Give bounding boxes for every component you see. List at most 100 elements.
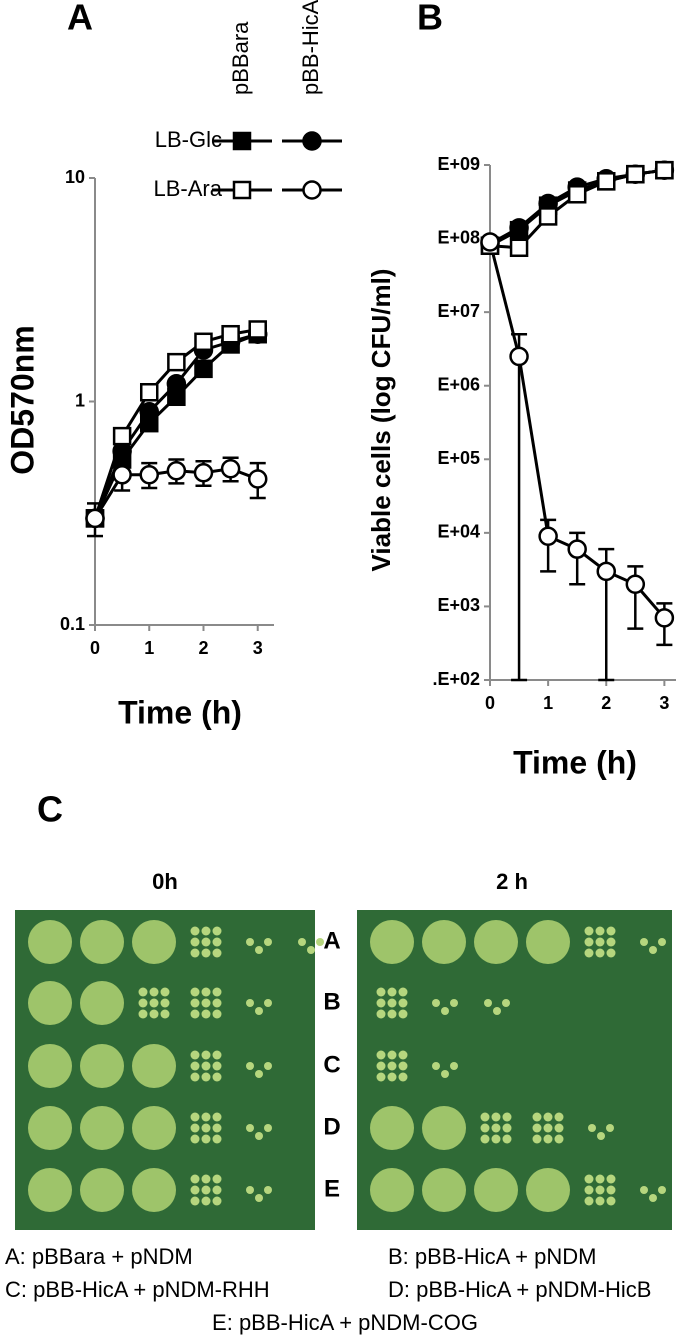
- colony: [190, 1050, 200, 1060]
- colony: [387, 1050, 397, 1060]
- colony: [246, 1186, 254, 1194]
- colony: [212, 1196, 222, 1206]
- colony: [160, 1009, 170, 1019]
- colony: [491, 1134, 501, 1144]
- colony: [502, 1112, 512, 1122]
- colony: [160, 987, 170, 997]
- colony-spot: [422, 1106, 466, 1150]
- colony: [201, 1185, 211, 1195]
- colony: [595, 937, 605, 947]
- colony: [502, 999, 510, 1007]
- colony-spot: [80, 1168, 124, 1212]
- colony: [298, 938, 306, 946]
- colony: [584, 1196, 594, 1206]
- colony: [138, 1009, 148, 1019]
- y-tick-label: 0.1: [60, 614, 85, 634]
- colony: [190, 1174, 200, 1184]
- data-point: [509, 346, 529, 367]
- legend-marker: [302, 131, 322, 151]
- row-label: C: [323, 1051, 340, 1078]
- data-point: [194, 332, 213, 352]
- y-tick-label: E+06: [437, 374, 480, 394]
- colony: [264, 999, 272, 1007]
- data-point: [625, 574, 646, 595]
- colony: [387, 998, 397, 1008]
- colony: [201, 1123, 211, 1133]
- colony: [246, 999, 254, 1007]
- colony-spot: [28, 1168, 72, 1212]
- colony: [246, 1124, 254, 1132]
- colony: [502, 1123, 512, 1133]
- caption: D: pBB-HicA + pNDM-HicB: [388, 1277, 651, 1302]
- colony-spot: [80, 981, 124, 1025]
- panel-label: B: [417, 0, 443, 38]
- colony: [201, 1134, 211, 1144]
- time-label: 2 h: [496, 869, 528, 894]
- colony: [201, 998, 211, 1008]
- caption: C: pBB-HicA + pNDM-RHH: [5, 1277, 270, 1302]
- colony: [264, 1124, 272, 1132]
- colony: [491, 1112, 501, 1122]
- colony: [212, 987, 222, 997]
- colony: [398, 1072, 408, 1082]
- colony: [606, 1174, 616, 1184]
- colony: [201, 1009, 211, 1019]
- y-tick-label: E+08: [437, 227, 480, 247]
- colony-spot: [28, 1106, 72, 1150]
- colony: [212, 998, 222, 1008]
- colony: [190, 1196, 200, 1206]
- colony: [584, 937, 594, 947]
- legend-marker: [232, 180, 252, 200]
- colony: [450, 1062, 458, 1070]
- colony: [588, 1124, 596, 1132]
- colony: [491, 1123, 501, 1133]
- colony: [376, 987, 386, 997]
- colonies: [28, 920, 666, 1212]
- colony: [201, 1196, 211, 1206]
- data-point: [480, 232, 500, 252]
- colony-spot: [28, 981, 72, 1025]
- time-label: 0h: [152, 869, 178, 894]
- colony: [138, 998, 148, 1008]
- x-tick-label: 0: [485, 693, 495, 713]
- colony: [398, 1009, 408, 1019]
- data-point: [139, 382, 159, 402]
- colony: [450, 999, 458, 1007]
- colony: [212, 1112, 222, 1122]
- colony: [190, 987, 200, 997]
- colony: [398, 1050, 408, 1060]
- colony: [255, 1132, 263, 1140]
- colony: [480, 1123, 490, 1133]
- colony: [255, 1070, 263, 1078]
- colony: [190, 1185, 200, 1195]
- colony: [376, 1072, 386, 1082]
- data-point: [654, 608, 675, 628]
- colony: [190, 998, 200, 1008]
- data-point: [248, 320, 267, 339]
- data-point: [538, 207, 558, 226]
- colony: [543, 1123, 553, 1133]
- y-tick-label: .E+02: [432, 669, 480, 689]
- legend-column: pBBara: [228, 21, 253, 95]
- colony: [201, 1072, 211, 1082]
- plate-photo: [357, 910, 672, 1230]
- colony-spot: [132, 1106, 176, 1150]
- colony: [649, 1194, 657, 1202]
- colony: [532, 1123, 542, 1133]
- data-point: [538, 526, 558, 546]
- colony: [606, 937, 616, 947]
- x-tick-label: 3: [253, 638, 263, 658]
- colony: [584, 1174, 594, 1184]
- colony: [212, 1009, 222, 1019]
- colony: [212, 1061, 222, 1071]
- colony: [149, 1009, 159, 1019]
- colony-spot: [474, 920, 518, 964]
- colony: [398, 1061, 408, 1071]
- colony: [212, 1174, 222, 1184]
- colony: [387, 987, 397, 997]
- colony: [264, 1186, 272, 1194]
- colony-spot: [80, 1044, 124, 1088]
- row-label: E: [324, 1175, 340, 1202]
- colony: [595, 1196, 605, 1206]
